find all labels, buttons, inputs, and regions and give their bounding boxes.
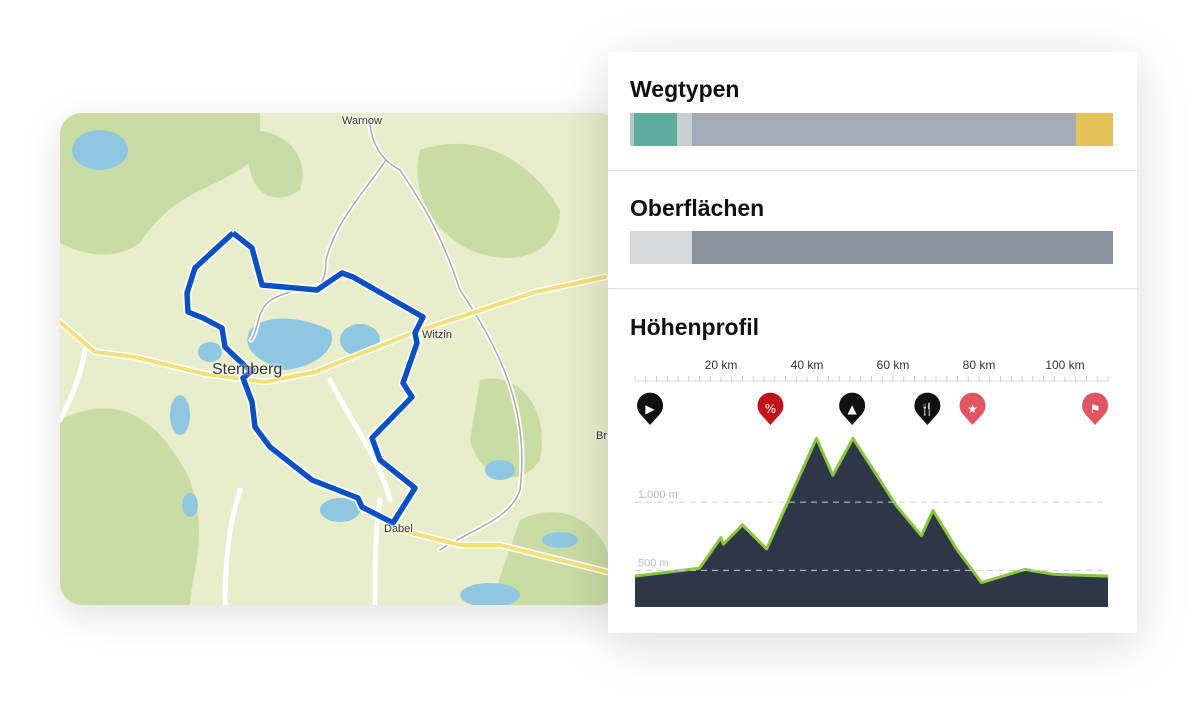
elevation-area <box>635 438 1108 607</box>
campsite-icon[interactable]: ▲ <box>839 392 866 425</box>
wegtypen-segment[interactable] <box>1075 113 1113 146</box>
map-canvas <box>60 113 620 605</box>
svg-text:%: % <box>765 402 776 416</box>
x-tick-label: 80 km <box>963 358 996 372</box>
wegtypen-segment[interactable] <box>633 113 677 146</box>
oberflaechen-segment[interactable] <box>630 231 692 264</box>
hoehenprofil-title: Höhenprofil <box>630 314 760 340</box>
wegtypen-title: Wegtypen <box>630 76 740 102</box>
wegtypen-segment[interactable] <box>630 113 634 146</box>
map-label-sternberg: Sternberg <box>212 361 283 378</box>
wegtypen-segment[interactable] <box>676 113 692 146</box>
svg-text:▶: ▶ <box>645 402 655 416</box>
wegtypen-segment[interactable] <box>691 113 1076 146</box>
y-gridline-label: 1.000 m <box>638 489 678 501</box>
divider <box>608 170 1137 171</box>
oberflaechen-bar[interactable] <box>630 231 1113 264</box>
restaurant-icon[interactable]: 🍴 <box>914 392 941 425</box>
svg-text:▲: ▲ <box>848 402 858 416</box>
wegtypen-bar[interactable] <box>630 113 1113 146</box>
x-tick-label: 40 km <box>791 358 824 372</box>
x-tick-label: 60 km <box>877 358 910 372</box>
oberflaechen-segment[interactable] <box>691 231 1113 264</box>
start-icon[interactable]: ▶ <box>637 392 664 425</box>
elevation-profile-chart[interactable]: 20 km 40 km 60 km 80 km 100 km 500 m 1.000 m ▶%… <box>608 52 1137 633</box>
map-label-warnow: Warnow <box>342 115 382 127</box>
map-label-edge: Br <box>596 430 607 442</box>
oberflaechen-title: Oberflächen <box>630 195 765 221</box>
svg-text:★: ★ <box>967 402 978 416</box>
svg-text:⚑: ⚑ <box>1090 402 1101 416</box>
route-stats-panel: Wegtypen Oberflächen Höhenprofil 20 km 40… <box>608 52 1137 633</box>
x-tick-label: 20 km <box>705 358 738 372</box>
finish-flag-icon[interactable]: ⚑ <box>1082 392 1109 425</box>
star-icon[interactable]: ★ <box>959 392 986 425</box>
svg-text:🍴: 🍴 <box>920 402 935 416</box>
divider <box>608 288 1137 289</box>
y-gridline-label: 500 m <box>638 557 669 569</box>
map-label-witzin: Witzin <box>422 329 452 341</box>
percent-gradient-icon[interactable]: % <box>757 392 784 425</box>
map-label-dabel: Dabel <box>384 523 413 535</box>
elevation-line <box>634 436 1109 585</box>
x-tick-label: 100 km <box>1045 358 1084 372</box>
route-map[interactable]: Warnow Sternberg Witzin Dabel Br <box>60 113 620 605</box>
